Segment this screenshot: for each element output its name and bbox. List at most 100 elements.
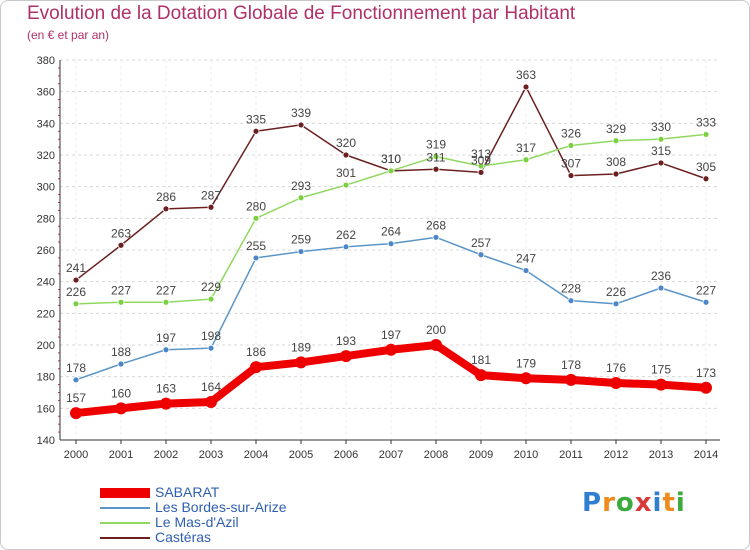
data-point: [477, 169, 485, 176]
y-tick-label: 160: [37, 403, 55, 415]
data-point: [295, 356, 307, 369]
data-label: 310: [381, 152, 401, 166]
data-point: [250, 361, 262, 374]
data-label: 193: [336, 334, 356, 348]
data-label: 311: [426, 150, 445, 164]
legend-label: Castéras: [155, 529, 212, 545]
data-label: 247: [516, 252, 536, 266]
data-label: 286: [156, 190, 176, 204]
data-label: 176: [606, 361, 626, 375]
x-tick-label: 2002: [154, 449, 178, 461]
data-point: [117, 360, 125, 368]
data-point: [432, 165, 440, 173]
data-point: [475, 369, 487, 382]
logo-letter: x: [634, 488, 653, 518]
legend-swatch: [100, 488, 150, 498]
x-tick-label: 2009: [469, 449, 493, 461]
data-label: 309: [471, 153, 491, 167]
data-label: 164: [201, 380, 221, 394]
x-tick-label: 2013: [649, 449, 673, 461]
data-point: [702, 298, 710, 306]
data-label: 228: [561, 282, 581, 296]
data-point: [162, 346, 170, 354]
chart-title: Evolution de la Dotation Globale de Fonc…: [27, 3, 576, 24]
data-point: [567, 172, 575, 179]
x-tick-label: 2007: [379, 449, 403, 461]
data-point: [657, 284, 665, 292]
data-point: [655, 378, 667, 391]
data-point: [342, 243, 350, 251]
data-point: [702, 175, 710, 183]
data-point: [160, 397, 172, 410]
data-label: 293: [291, 179, 311, 193]
data-point: [342, 181, 350, 189]
data-label: 229: [201, 280, 221, 294]
data-point: [612, 137, 620, 145]
y-tick-label: 240: [37, 277, 55, 289]
data-point: [117, 298, 125, 306]
data-label: 257: [471, 236, 491, 250]
data-label: 241: [66, 261, 86, 275]
data-point: [117, 241, 125, 249]
legend-label: Les Bordes-sur-Arize: [155, 499, 287, 515]
data-label: 227: [156, 283, 176, 297]
y-tick-label: 320: [37, 150, 55, 162]
data-point: [385, 343, 397, 356]
data-point: [297, 121, 305, 129]
data-label: 163: [156, 382, 176, 396]
legend-swatch: [100, 537, 150, 539]
data-point: [72, 376, 80, 384]
data-point: [520, 372, 532, 385]
data-label: 262: [336, 228, 356, 242]
data-label: 363: [516, 68, 536, 82]
data-label: 268: [426, 218, 446, 232]
data-label: 186: [246, 345, 266, 359]
data-point: [340, 350, 352, 363]
data-label: 329: [606, 122, 626, 136]
data-point: [702, 131, 710, 138]
data-point: [252, 254, 260, 262]
data-label: 320: [336, 136, 356, 150]
data-point: [205, 396, 217, 408]
x-tick-label: 2004: [244, 449, 268, 461]
data-label: 189: [291, 340, 311, 354]
data-point: [387, 240, 395, 248]
y-tick-label: 180: [37, 372, 55, 384]
data-label: 319: [426, 138, 446, 152]
data-point: [72, 300, 80, 308]
data-label: 339: [291, 106, 311, 120]
proxiti-logo: Proxiti: [582, 488, 686, 518]
logo-letter: i: [652, 488, 663, 518]
x-tick-label: 2008: [424, 449, 448, 461]
data-label: 178: [66, 361, 86, 375]
y-tick-label: 380: [37, 55, 55, 67]
data-label: 227: [696, 283, 716, 297]
x-tick-label: 2000: [64, 449, 88, 461]
data-point: [387, 167, 395, 175]
data-point: [522, 267, 530, 274]
data-label: 157: [66, 391, 86, 405]
data-point: [522, 156, 530, 164]
data-label: 305: [696, 160, 716, 174]
data-label: 301: [336, 166, 356, 180]
y-tick-label: 140: [37, 435, 55, 447]
logo-letter: t: [662, 488, 676, 518]
y-tick-label: 340: [37, 118, 55, 130]
data-point: [657, 159, 665, 167]
data-label: 200: [426, 323, 446, 337]
data-label: 263: [111, 226, 131, 240]
data-point: [207, 295, 215, 303]
x-tick-label: 2014: [694, 449, 718, 461]
data-point: [162, 205, 170, 213]
data-label: 308: [606, 155, 626, 169]
data-label: 178: [561, 358, 581, 372]
data-label: 160: [111, 386, 131, 400]
data-point: [207, 203, 215, 211]
data-point: [565, 373, 577, 386]
data-point: [297, 194, 305, 202]
data-point: [252, 127, 260, 135]
x-tick-label: 2010: [514, 449, 538, 461]
data-label: 330: [651, 120, 671, 134]
x-tick-label: 2006: [334, 449, 358, 461]
